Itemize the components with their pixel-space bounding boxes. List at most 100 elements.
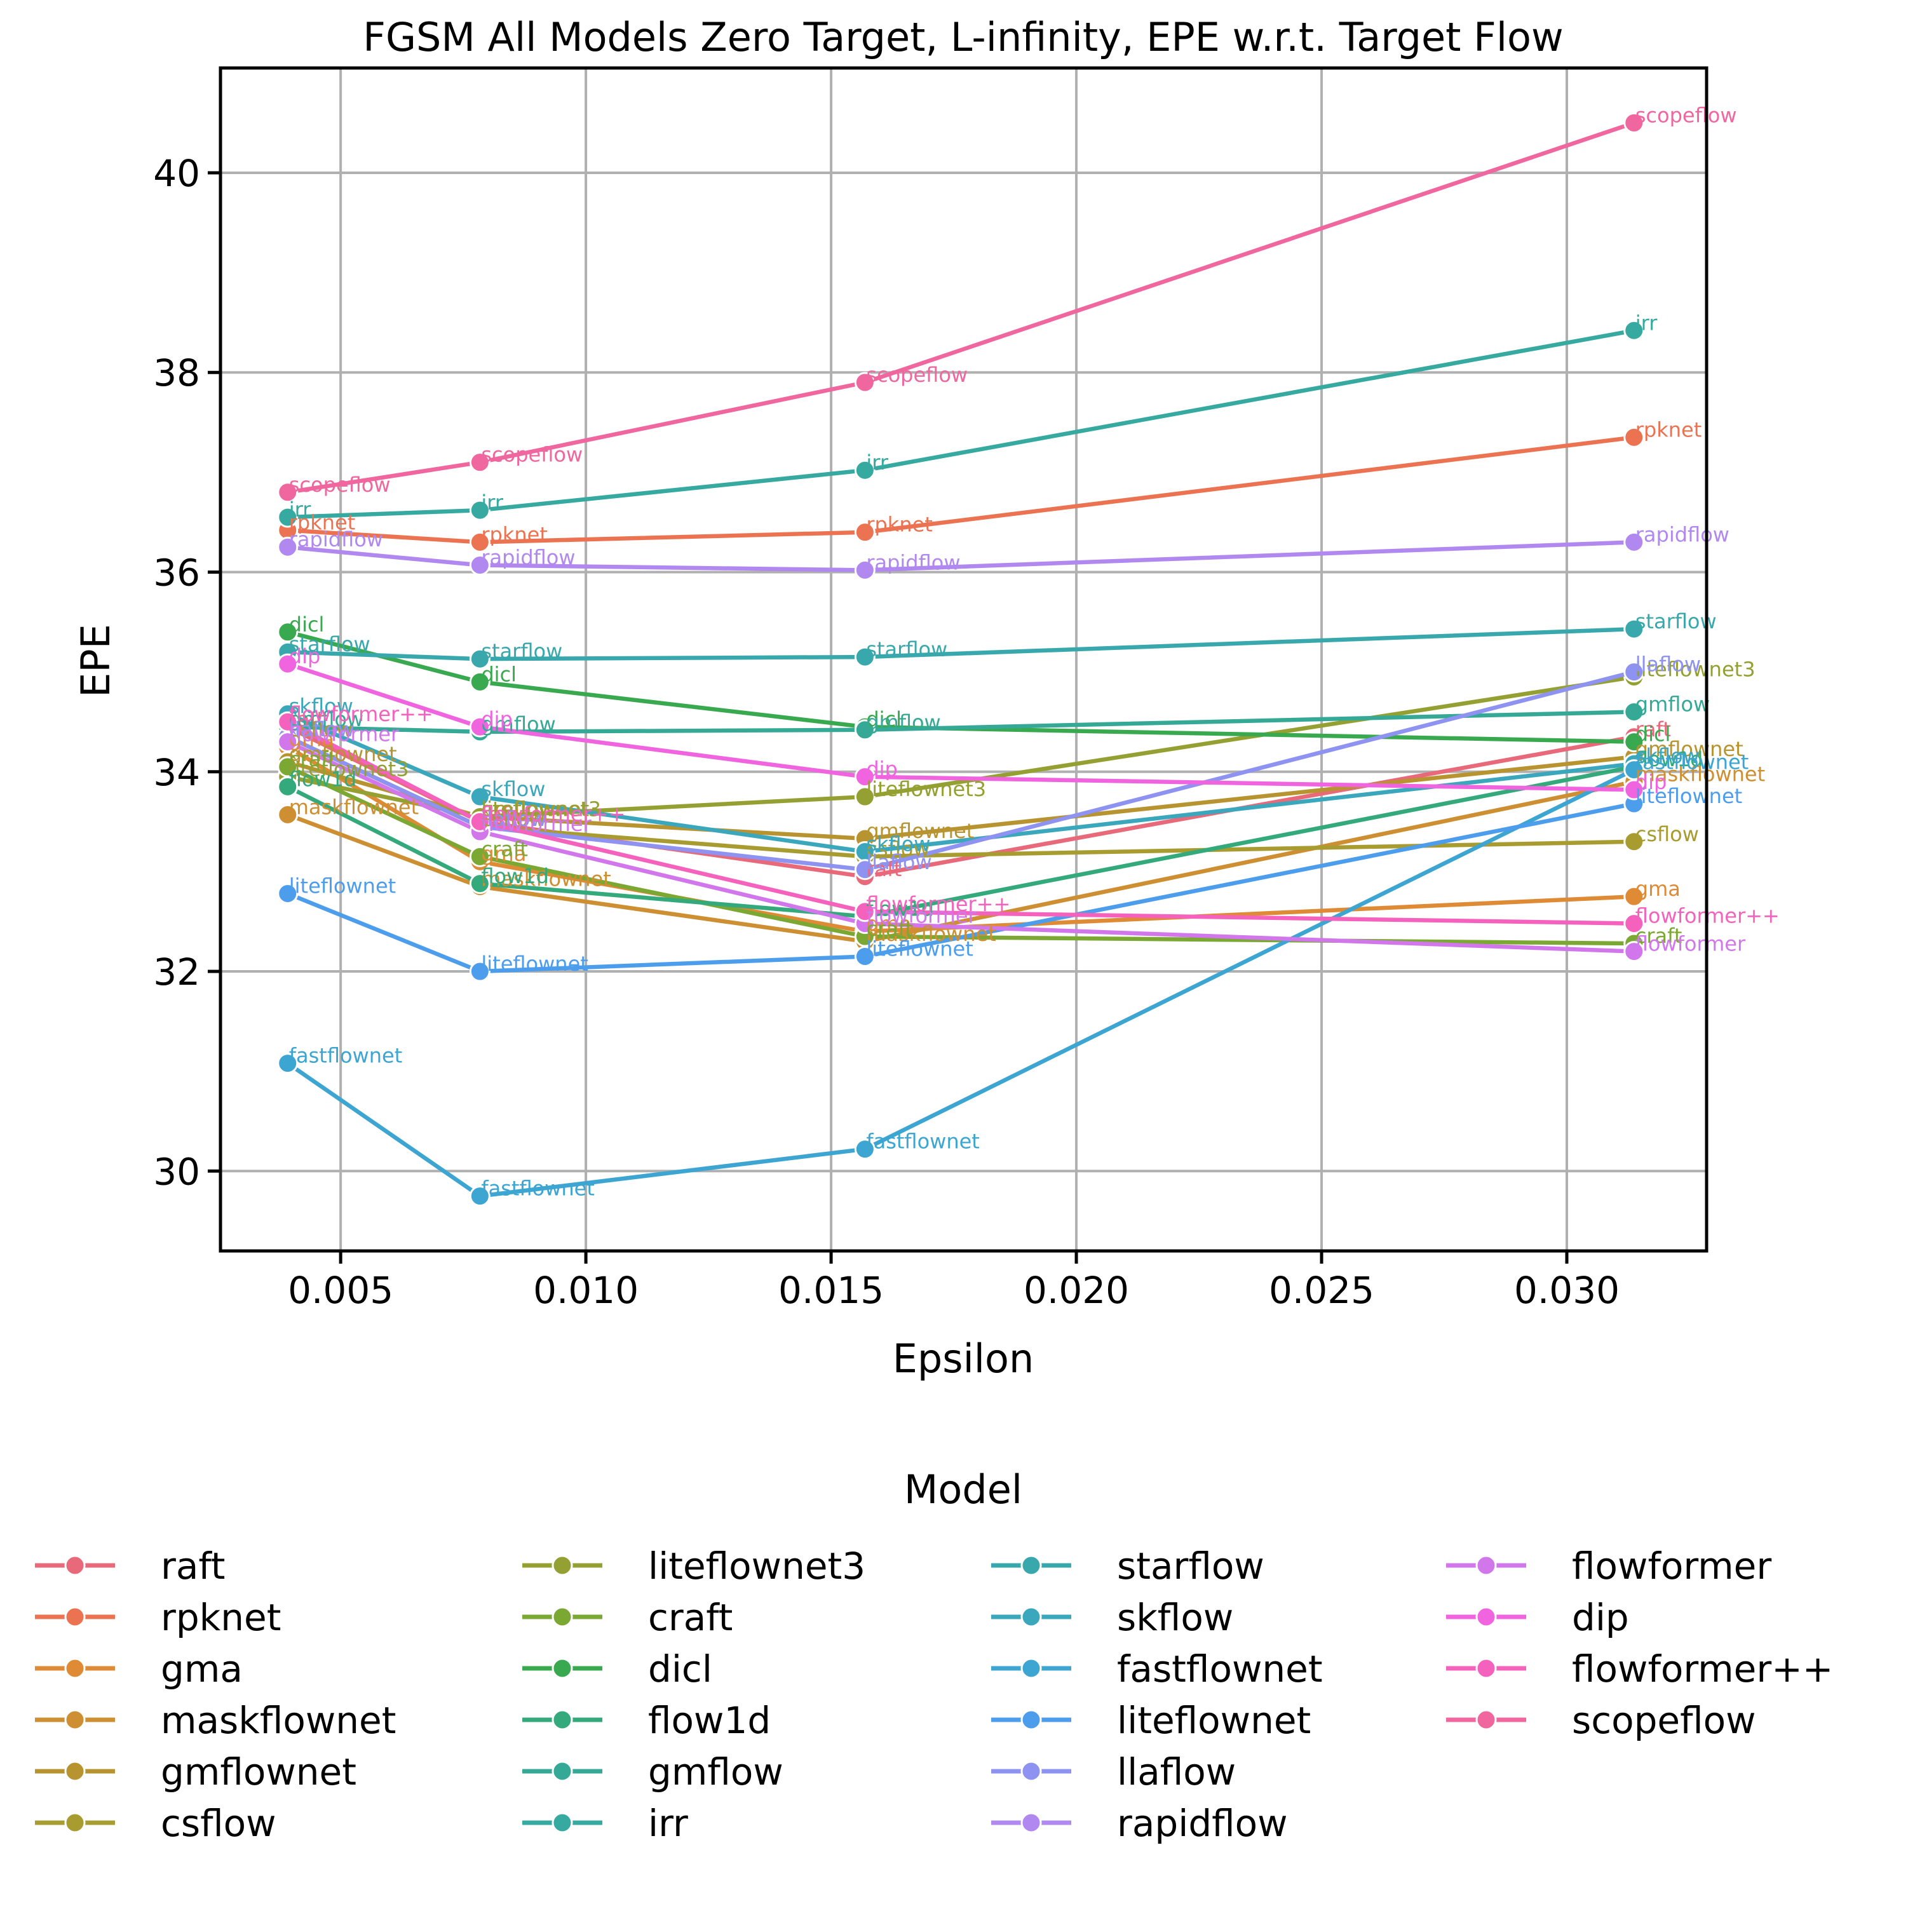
legend-swatch-marker [1475,1555,1497,1576]
legend-item-flowformer: flowformer [1446,1544,1771,1588]
point-label: gma [866,912,911,936]
data-point [854,1138,876,1160]
legend-label: liteflownet3 [648,1544,865,1588]
legend-swatch-marker [1020,1555,1042,1576]
data-point [1623,320,1645,341]
series-line [285,710,1637,734]
data-point [1623,531,1645,553]
data-point [854,522,876,543]
point-label: liteflownet3 [481,797,601,821]
series-line [285,328,1637,520]
legend: Model raft rpknet gma maskflownet gmflownet c… [35,1466,1833,1845]
series-liteflownet [277,793,1645,982]
data-point [469,499,491,521]
axes: 0.005 0.010 0.015 0.020 0.025 0.030 30 32 34 36 38… [153,152,1620,1312]
data-point [469,531,491,553]
point-labels: raft raft raft raft rpknet rpknet rpknet rpknet… [289,103,1780,1200]
point-label: dip [1635,770,1667,794]
legend-swatch-marker [551,1709,573,1731]
legend-swatch-marker [1020,1606,1042,1628]
y-tick-label: 34 [153,751,200,794]
data-point [854,459,876,481]
point-label: dip [481,707,513,731]
point-label: craft [1635,924,1682,948]
data-point [1623,618,1645,640]
point-label: flowformer [866,904,977,928]
y-tick-label: 40 [153,152,200,195]
data-point [854,945,876,967]
legend-label: rapidflow [1117,1802,1288,1845]
legend-label: skflow [1117,1596,1233,1639]
data-point [277,804,299,825]
point-label: skflow [866,832,930,856]
data-point [1623,426,1645,448]
point-label: fastflownet [481,1177,595,1201]
point-label: rpknet [481,522,548,546]
data-point [854,859,876,881]
legend-label: flowformer++ [1572,1647,1833,1691]
point-label: gmflownet [1635,737,1743,761]
point-label: flow1d [481,864,549,888]
legend-label: maskflownet [161,1699,396,1742]
data-point [1623,913,1645,935]
point-label: dicl [1635,722,1671,746]
data-point [277,882,299,904]
series-line [285,540,1637,572]
legend-label: gmflownet [161,1750,356,1794]
legend-label: csflow [161,1802,276,1845]
point-label: irr [1635,311,1658,335]
point-label: raft [289,707,325,731]
legend-item-rpknet: rpknet [35,1596,281,1639]
point-label: irr [866,450,888,475]
data-point [469,671,491,692]
data-point [277,711,299,733]
legend-swatch-marker [1020,1709,1042,1731]
point-label: gmflow [866,710,940,734]
data-point [469,846,491,867]
legend-swatch-marker [1020,1812,1042,1834]
legend-swatch-marker [551,1606,573,1628]
series-fastflownet [277,759,1645,1207]
legend-item-scopeflow: scopeflow [1446,1699,1756,1742]
legend-label: liteflownet [1117,1699,1311,1742]
point-label: scopeflow [481,443,583,467]
point-label: rpknet [866,513,933,537]
legend-item-maskflownet: maskflownet [35,1699,396,1742]
legend-item-flow1d: flow1d [522,1699,771,1742]
data-point [1623,701,1645,722]
series-line [285,740,1637,954]
series-line [285,670,1637,872]
legend-label: llaflow [1117,1750,1236,1794]
point-label: liteflownet3 [289,757,409,781]
series-line [285,764,1637,919]
series-line [285,661,1637,792]
point-label: starflow [481,639,562,663]
series-line [285,767,1637,1198]
legend-label: craft [648,1596,733,1639]
point-label: flow1d [1635,747,1703,771]
point-label: raft [1635,717,1671,741]
data-point [469,648,491,670]
legend-item-flowformer++: flowformer++ [1446,1647,1833,1691]
legend-swatch-marker [64,1555,86,1576]
legend-item-skflow: skflow [991,1596,1233,1639]
series-line [285,719,1637,926]
series-line [285,764,1637,946]
series-scopeflow [277,112,1645,503]
point-label: rapidflow [481,546,575,570]
point-label: scopeflow [866,363,968,387]
series-irr [277,320,1645,528]
legend-item-fastflownet: fastflownet [991,1647,1323,1691]
series-line [285,626,1637,661]
legend-item-gmflownet: gmflownet [35,1750,356,1794]
point-label: csflow [289,717,353,741]
point-label: skflow [1635,744,1700,768]
point-label: flow1d [866,897,934,921]
data-point [469,716,491,738]
point-label: fastflownet [289,1044,403,1068]
legend-item-irr: irr [522,1802,688,1845]
series-dip [277,653,1645,800]
plot-frame [219,66,1709,1253]
point-label: craft [289,747,336,771]
